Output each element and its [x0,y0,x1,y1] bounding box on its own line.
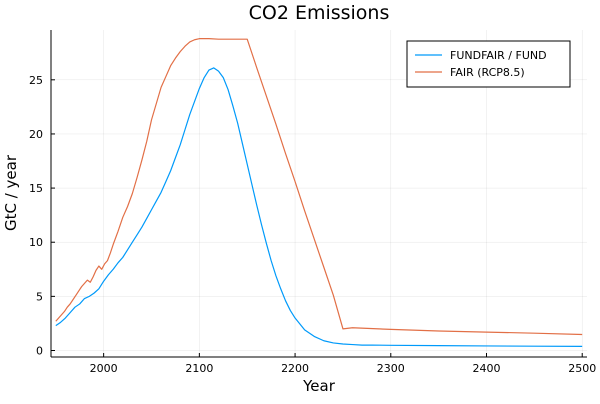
x-tick-label: 2500 [568,362,596,375]
y-tick-label: 15 [29,182,43,195]
series-lines [55,38,583,347]
x-tick-label: 2300 [377,362,405,375]
series-line-2 [55,38,583,336]
x-tick-label: 2100 [185,362,213,375]
x-axis-title: Year [302,377,336,395]
y-tick-label: 0 [36,345,43,358]
grid-lines [51,30,587,357]
tick-labels: 2000 2100 2200 2300 2400 2500 0 5 10 15 20 25 [29,74,596,375]
axes [50,30,587,358]
x-tick-label: 2400 [473,362,501,375]
x-tick-label: 2200 [281,362,309,375]
legend: FUNDFAIR / FUND FAIR (RCP8.5) [406,40,571,88]
y-tick-label: 10 [29,236,43,249]
legend-entry-2: FAIR (RCP8.5) [450,66,525,79]
y-tick-label: 25 [29,74,43,87]
y-tick-label: 20 [29,128,43,141]
x-tick-label: 2000 [90,362,118,375]
y-tick-label: 5 [36,290,43,303]
chart-title: CO2 Emissions [249,2,390,24]
legend-entry-1: FUNDFAIR / FUND [450,49,547,62]
series-line-1 [55,67,583,347]
legend-box [406,40,571,88]
y-axis-title: GtC / year [2,154,20,231]
